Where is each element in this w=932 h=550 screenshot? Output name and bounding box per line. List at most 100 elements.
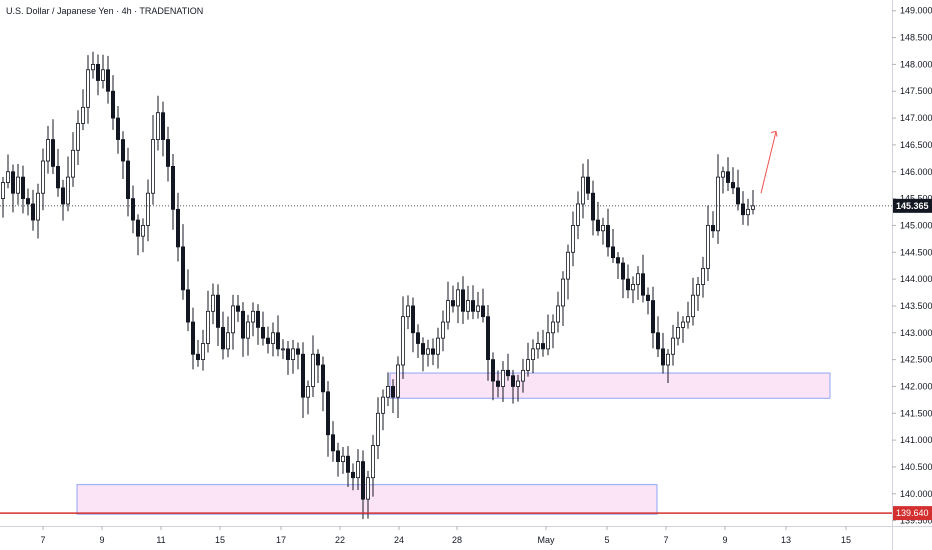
time-tick-label: May <box>537 535 555 545</box>
bullish-candle <box>140 225 145 237</box>
bearish-candle <box>160 112 165 140</box>
price-tick-label: 143.500 <box>900 301 932 311</box>
bearish-candle <box>235 305 240 312</box>
bearish-candle <box>260 327 265 339</box>
bullish-candle <box>280 348 285 351</box>
bearish-candle <box>170 165 175 210</box>
price-tick-label: 148.500 <box>900 33 932 43</box>
bearish-candle <box>510 375 515 387</box>
price-tick-label: 146.000 <box>900 167 932 177</box>
bearish-candle <box>611 246 616 259</box>
bullish-candle <box>465 300 470 312</box>
price-tick-label: 140.500 <box>900 462 932 472</box>
bullish-candle <box>250 310 255 323</box>
bullish-candle <box>706 225 711 269</box>
bearish-candle <box>275 332 280 350</box>
bullish-candle <box>145 192 150 226</box>
bearish-candle <box>25 198 30 205</box>
bearish-candle <box>651 300 656 334</box>
bullish-candle <box>686 316 691 323</box>
bullish-candle <box>556 305 561 323</box>
bearish-candle <box>360 461 365 500</box>
bearish-candle <box>116 117 121 140</box>
time-tick-label: 24 <box>394 535 404 545</box>
bearish-candle <box>10 171 15 194</box>
bearish-candle <box>470 300 475 312</box>
chart-title: U.S. Dollar / Japanese Yen · 4h · TRADEN… <box>6 6 204 16</box>
bullish-candle <box>691 294 696 318</box>
price-candles <box>0 51 756 520</box>
bearish-candle <box>450 300 455 307</box>
bearish-candle <box>591 192 596 221</box>
bullish-candle <box>581 176 586 205</box>
bullish-candle <box>375 412 380 446</box>
price-lines <box>0 130 892 514</box>
projection-arrow-shaft <box>760 131 777 194</box>
time-tick-label: 22 <box>335 535 345 545</box>
support-price-label: 139.640 <box>896 508 929 518</box>
bullish-candle <box>551 321 556 334</box>
bearish-candle <box>490 359 495 382</box>
bearish-candle <box>111 90 116 119</box>
bullish-candle <box>15 176 20 194</box>
bullish-candle <box>531 348 536 361</box>
bullish-candle <box>370 445 375 479</box>
bullish-candle <box>521 369 526 382</box>
bullish-candle <box>355 461 360 479</box>
bearish-candle <box>390 386 395 398</box>
bearish-candle <box>731 182 736 189</box>
bullish-candle <box>86 69 91 108</box>
bearish-candle <box>61 187 66 205</box>
bearish-candle <box>661 348 666 366</box>
price-axis[interactable]: 149.000 148.500 148.000 147.500 147.000 146.5… <box>892 0 932 550</box>
bullish-candle <box>435 337 440 355</box>
bearish-candle <box>736 187 741 205</box>
bullish-candle <box>305 386 310 398</box>
bearish-candle <box>285 348 290 361</box>
bullish-candle <box>290 348 295 361</box>
bullish-candle <box>200 343 205 361</box>
bullish-candle <box>71 149 76 178</box>
price-tick-label: 145.000 <box>900 220 932 230</box>
bearish-candle <box>495 380 500 387</box>
bearish-candle <box>320 364 325 393</box>
bullish-candle <box>701 267 706 285</box>
bearish-candle <box>325 391 330 436</box>
bearish-candle <box>460 289 465 312</box>
bearish-candle <box>195 353 200 361</box>
bullish-candle <box>310 353 315 387</box>
bearish-candle <box>126 160 131 199</box>
price-tick-label: 141.500 <box>900 408 932 418</box>
bullish-candle <box>155 112 160 140</box>
bullish-candle <box>475 305 480 312</box>
bearish-candle <box>295 348 300 355</box>
bearish-candle <box>255 310 260 328</box>
bearish-candle <box>626 278 631 291</box>
bullish-candle <box>385 386 390 398</box>
bearish-candle <box>335 450 340 462</box>
bullish-candle <box>445 300 450 323</box>
bearish-candle <box>240 310 245 339</box>
bullish-candle <box>636 273 641 285</box>
price-tick-label: 144.500 <box>900 247 932 257</box>
bullish-candle <box>601 225 606 232</box>
bearish-candle <box>315 353 320 366</box>
time-tick-label: 17 <box>276 535 286 545</box>
bullish-candle <box>395 364 400 398</box>
bullish-candle <box>716 176 721 232</box>
bearish-candle <box>300 353 305 398</box>
time-axis[interactable]: 7 9 11 15 17 22 24 28 May 5 7 9 13 15 <box>0 526 932 545</box>
price-tick-label: 149.000 <box>900 6 932 16</box>
price-tick-label: 144.000 <box>900 274 932 284</box>
bullish-candle <box>681 321 686 328</box>
bullish-candle <box>6 171 11 183</box>
time-tick-label: 7 <box>663 535 668 545</box>
bearish-candle <box>20 176 25 199</box>
bullish-candle <box>66 176 71 205</box>
bullish-candle <box>746 208 751 216</box>
time-tick-label: 28 <box>452 535 462 545</box>
bullish-candle <box>225 332 230 350</box>
price-tick-label: 140.000 <box>900 489 932 499</box>
bearish-candle <box>106 69 111 92</box>
bullish-candle <box>245 321 250 339</box>
